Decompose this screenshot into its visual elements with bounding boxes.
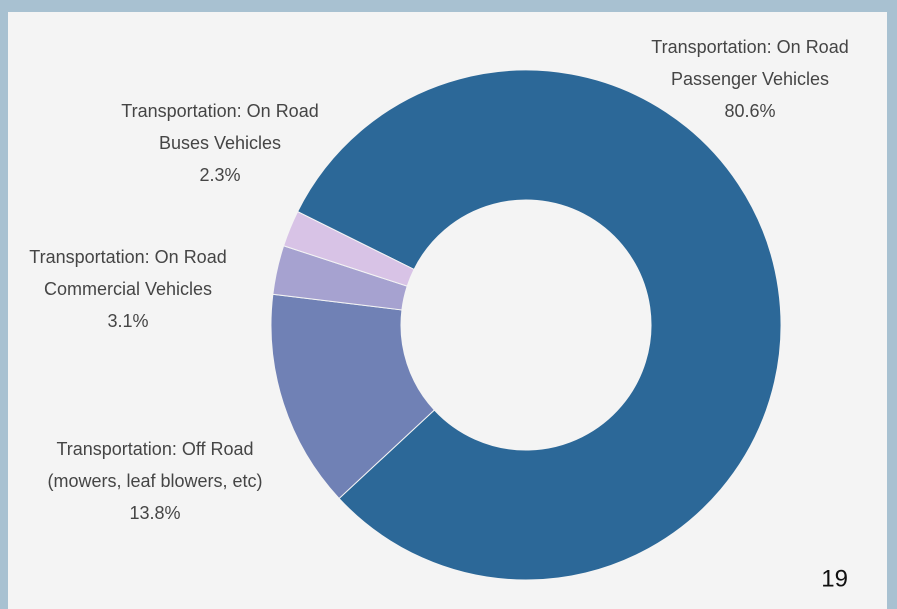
slice-value-label: 3.1% — [107, 311, 148, 331]
slice-value-label: 80.6% — [724, 101, 775, 121]
donut-slice — [282, 210, 415, 287]
slice-label: Transportation: Off Road (mowers, leaf bl… — [47, 439, 262, 491]
donut-slice — [270, 293, 436, 500]
slice-value-label: 2.3% — [199, 165, 240, 185]
page-number: 19 — [821, 565, 848, 592]
slice-label: Transportation: On Road Buses Vehicles — [121, 101, 318, 153]
slice-label: Transportation: On Road Commercial Vehicl… — [29, 247, 226, 299]
slice-value-label: 13.8% — [129, 503, 180, 523]
donut-slice — [296, 69, 782, 581]
slice-label: Transportation: On Road Passenger Vehicle… — [651, 37, 848, 89]
